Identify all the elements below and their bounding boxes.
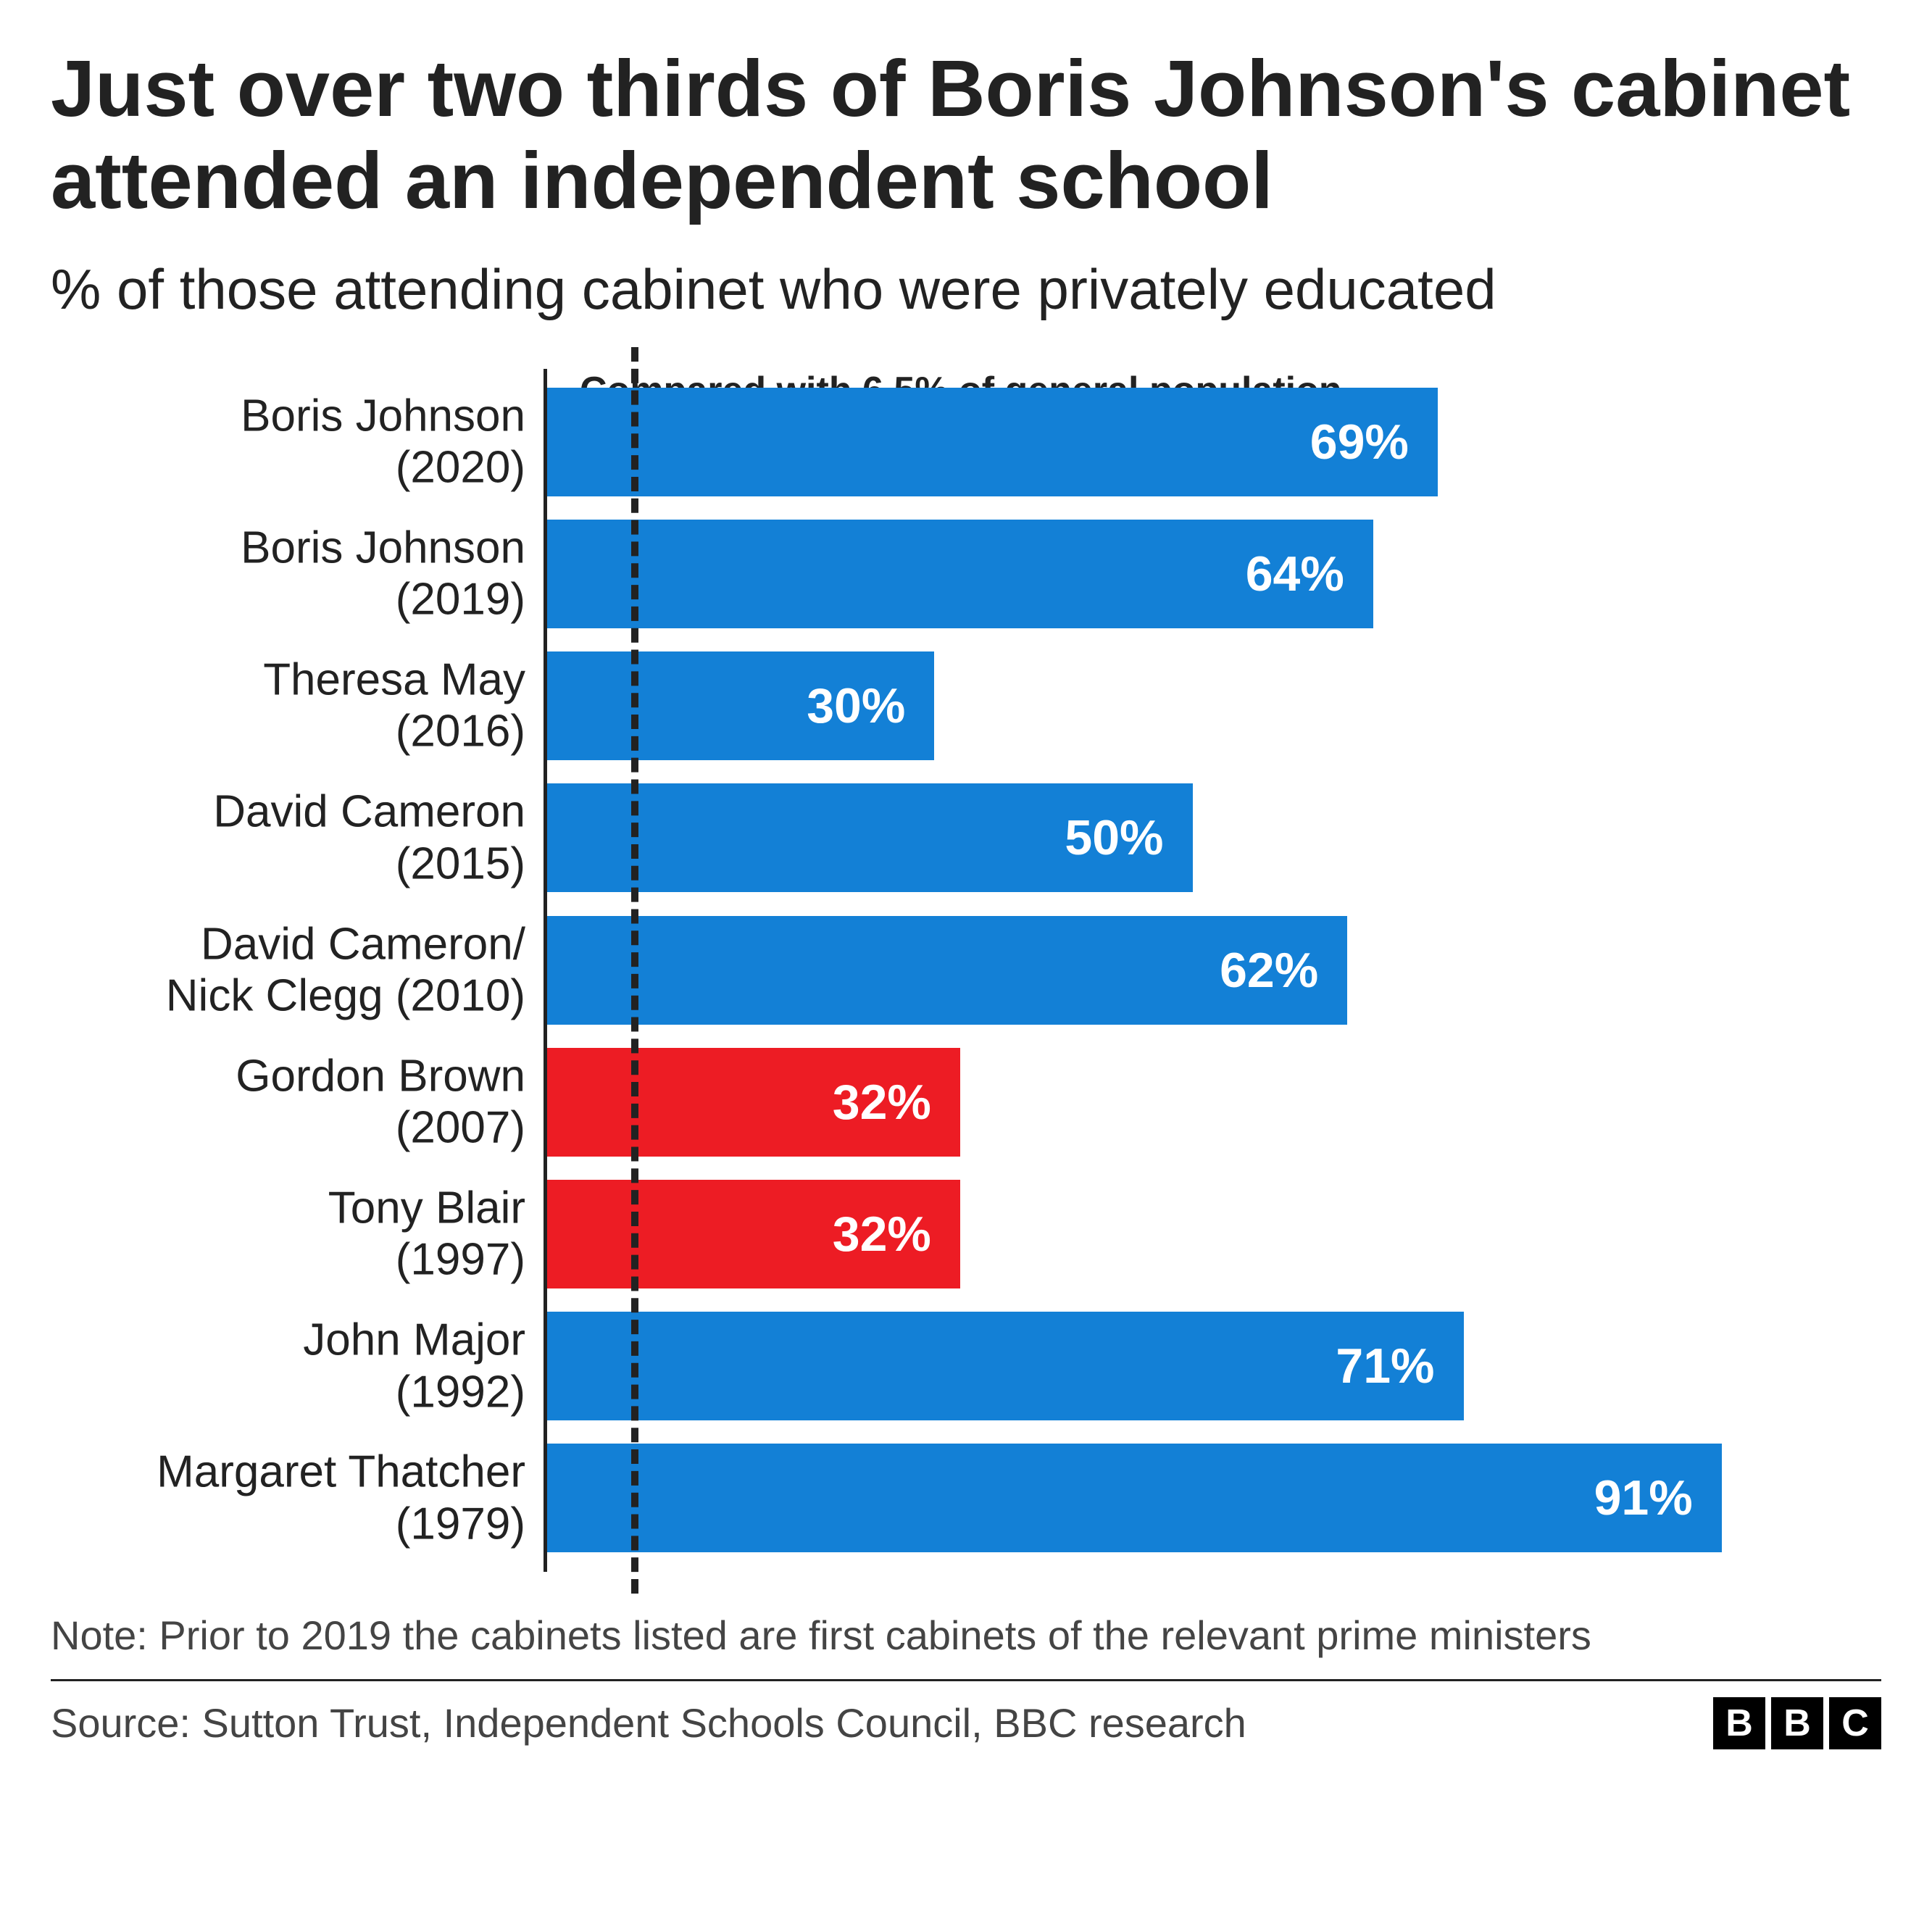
bar: 30%	[547, 651, 934, 760]
bar: 32%	[547, 1180, 960, 1288]
bar: 62%	[547, 916, 1347, 1025]
bar-value-label: 62%	[1220, 942, 1318, 999]
bbc-logo: B B C	[1713, 1697, 1881, 1749]
bar-label-line1: Theresa May	[263, 655, 525, 705]
bar-value-label: 91%	[1594, 1470, 1693, 1526]
bar-label-line2: (2020)	[396, 443, 525, 493]
reference-line	[631, 347, 638, 1594]
footer: Source: Sutton Trust, Independent School…	[51, 1697, 1881, 1749]
plot-region: Boris Johnson(2020)69% Boris Johnson(2019…	[544, 369, 1838, 1572]
bar-category-label: Tony Blair(1997)	[54, 1183, 525, 1286]
bar-category-label: Gordon Brown(2007)	[54, 1051, 525, 1154]
bar-value-label: 71%	[1336, 1338, 1434, 1394]
bar-label-line2: (1992)	[396, 1367, 525, 1417]
bar-value-label: 32%	[833, 1206, 931, 1262]
bar-row: Margaret Thatcher(1979)91%	[547, 1444, 1838, 1552]
bar-value-label: 64%	[1246, 546, 1344, 602]
bar-label-line1: David Cameron	[213, 787, 525, 837]
bar: 50%	[547, 783, 1193, 892]
bar-row: David Cameron/Nick Clegg (2010)62%	[547, 916, 1838, 1025]
bar-row: Theresa May(2016)30%	[547, 651, 1838, 760]
bar-category-label: John Major(1992)	[54, 1315, 525, 1418]
bar-category-label: David Cameron(2015)	[54, 786, 525, 890]
bar: 69%	[547, 388, 1438, 496]
bar-label-line2: (2016)	[396, 707, 525, 757]
bar-value-label: 69%	[1310, 414, 1409, 470]
bars-group: Boris Johnson(2020)69% Boris Johnson(2019…	[547, 369, 1838, 1572]
bar-row: Boris Johnson(2020)69%	[547, 388, 1838, 496]
bar-label-line2: (2019)	[396, 575, 525, 625]
chart-area: Compared with 6.5% of general population…	[51, 369, 1881, 1572]
bar-label-line2: (1997)	[396, 1235, 525, 1285]
bar: 32%	[547, 1048, 960, 1157]
bar-value-label: 32%	[833, 1074, 931, 1131]
bar-value-label: 30%	[807, 678, 905, 734]
chart-container: Just over two thirds of Boris Johnson's …	[0, 0, 1932, 1932]
bar-label-line1: Margaret Thatcher	[157, 1447, 525, 1497]
chart-title: Just over two thirds of Boris Johnson's …	[51, 43, 1881, 227]
bar-row: David Cameron(2015)50%	[547, 783, 1838, 892]
bar-label-line2: Nick Clegg (2010)	[166, 971, 525, 1021]
bar-category-label: Theresa May(2016)	[54, 654, 525, 758]
bar-value-label: 50%	[1065, 809, 1163, 866]
bar-label-line1: Boris Johnson	[241, 523, 525, 573]
bar-row: Tony Blair(1997)32%	[547, 1180, 1838, 1288]
bar: 64%	[547, 520, 1373, 628]
bar-category-label: Boris Johnson(2019)	[54, 522, 525, 626]
bar-category-label: Margaret Thatcher(1979)	[54, 1446, 525, 1550]
source-text: Source: Sutton Trust, Independent School…	[51, 1699, 1246, 1746]
bar-label-line2: (2007)	[396, 1103, 525, 1153]
bar-label-line1: Gordon Brown	[236, 1052, 525, 1102]
bar-label-line1: David Cameron/	[201, 919, 525, 969]
bar-label-line1: Boris Johnson	[241, 391, 525, 441]
bbc-logo-letter: C	[1829, 1697, 1881, 1749]
chart-subtitle: % of those attending cabinet who were pr…	[51, 256, 1881, 324]
bar-label-line1: Tony Blair	[328, 1183, 525, 1233]
bar-row: John Major(1992)71%	[547, 1312, 1838, 1420]
bar-category-label: David Cameron/Nick Clegg (2010)	[54, 918, 525, 1022]
bbc-logo-letter: B	[1771, 1697, 1823, 1749]
bar-label-line2: (2015)	[396, 838, 525, 888]
bar-row: Gordon Brown(2007)32%	[547, 1048, 1838, 1157]
footnote: Note: Prior to 2019 the cabinets listed …	[51, 1612, 1881, 1681]
bar: 71%	[547, 1312, 1464, 1420]
bar-label-line1: John Major	[303, 1315, 525, 1365]
bbc-logo-letter: B	[1713, 1697, 1765, 1749]
bar-row: Boris Johnson(2019)64%	[547, 520, 1838, 628]
bar-label-line2: (1979)	[396, 1499, 525, 1549]
bar: 91%	[547, 1444, 1722, 1552]
bar-category-label: Boris Johnson(2020)	[54, 390, 525, 494]
